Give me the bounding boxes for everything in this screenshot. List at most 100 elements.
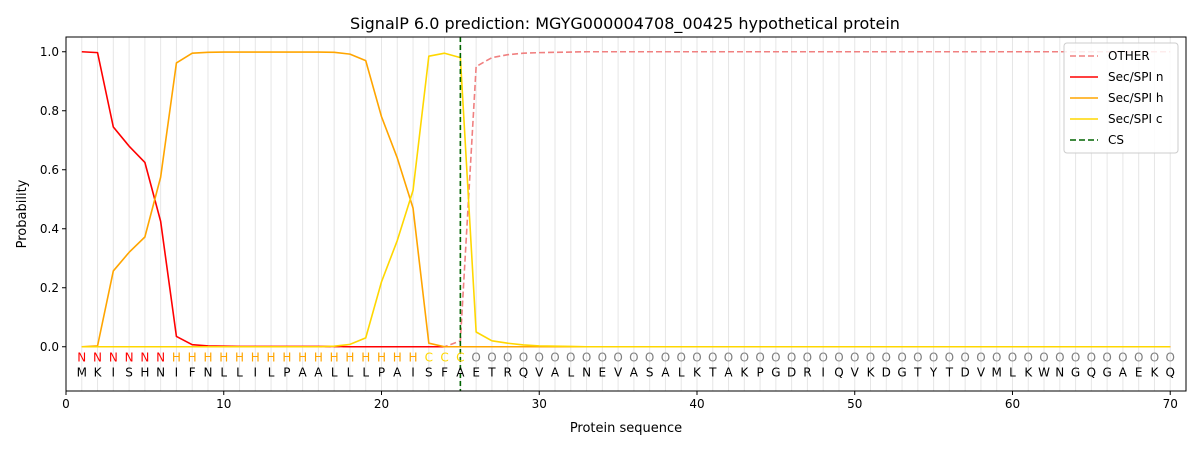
- region-label: O: [913, 351, 922, 365]
- region-label: O: [1165, 351, 1174, 365]
- amino-acid-label: K: [740, 365, 749, 379]
- legend-label: Sec/SPI c: [1108, 112, 1162, 126]
- region-label: O: [866, 351, 875, 365]
- residue-labels: NMNKNINSNHNNHIHFHNHLHLHIHLHPHAHAHLHLHLHP…: [77, 351, 1175, 380]
- region-label: O: [787, 351, 796, 365]
- amino-acid-label: A: [630, 365, 639, 379]
- region-label: O: [1134, 351, 1143, 365]
- y-axis: 0.0 0.2 0.4 0.6 0.8 1.0: [40, 45, 66, 354]
- plot-grid: [81, 37, 1171, 391]
- amino-acid-label: N: [582, 365, 591, 379]
- region-label: O: [629, 351, 638, 365]
- chart-title: SignalP 6.0 prediction: MGYG000004708_00…: [350, 14, 900, 34]
- x-tick-label: 40: [689, 397, 704, 411]
- amino-acid-label: S: [125, 365, 133, 379]
- amino-acid-label: D: [961, 365, 970, 379]
- region-label: O: [724, 351, 733, 365]
- amino-acid-label: E: [472, 365, 480, 379]
- region-label: N: [125, 351, 134, 365]
- region-label: O: [692, 351, 701, 365]
- region-label: H: [172, 351, 181, 365]
- region-label: O: [676, 351, 685, 365]
- legend: OTHER Sec/SPI n Sec/SPI h Sec/SPI c CS: [1063, 42, 1179, 154]
- amino-acid-label: A: [393, 365, 402, 379]
- region-label: O: [945, 351, 954, 365]
- region-label: O: [1118, 351, 1127, 365]
- amino-acid-label: L: [220, 365, 227, 379]
- amino-acid-label: T: [487, 365, 496, 379]
- region-label: O: [1039, 351, 1048, 365]
- legend-label: OTHER: [1108, 49, 1150, 63]
- x-tick-label: 0: [62, 397, 70, 411]
- amino-acid-label: A: [724, 365, 733, 379]
- amino-acid-label: Q: [834, 365, 843, 379]
- amino-acid-label: A: [1119, 365, 1128, 379]
- region-label: H: [361, 351, 370, 365]
- series-line: [81, 52, 1171, 348]
- region-label: O: [519, 351, 528, 365]
- amino-acid-label: P: [756, 365, 763, 379]
- amino-acid-label: K: [1151, 365, 1160, 379]
- amino-acid-label: T: [945, 365, 954, 379]
- region-label: O: [850, 351, 859, 365]
- amino-acid-label: M: [77, 365, 87, 379]
- region-label: H: [282, 351, 291, 365]
- amino-acid-label: Q: [519, 365, 528, 379]
- region-label: O: [771, 351, 780, 365]
- region-label: H: [345, 351, 354, 365]
- legend-label: CS: [1108, 133, 1124, 147]
- amino-acid-label: K: [1024, 365, 1033, 379]
- x-tick-label: 60: [1005, 397, 1020, 411]
- region-label: O: [708, 351, 717, 365]
- region-label: H: [330, 351, 339, 365]
- amino-acid-label: F: [189, 365, 196, 379]
- region-label: C: [456, 351, 464, 365]
- region-label: O: [1008, 351, 1017, 365]
- amino-acid-label: L: [362, 365, 369, 379]
- region-label: O: [976, 351, 985, 365]
- y-tick-label: 0.8: [40, 104, 59, 118]
- amino-acid-label: F: [441, 365, 448, 379]
- x-tick-label: 70: [1163, 397, 1178, 411]
- amino-acid-label: S: [425, 365, 433, 379]
- region-label: N: [156, 351, 165, 365]
- amino-acid-label: R: [504, 365, 512, 379]
- amino-acid-label: E: [1135, 365, 1143, 379]
- region-label: H: [267, 351, 276, 365]
- region-label: O: [882, 351, 891, 365]
- amino-acid-label: M: [992, 365, 1002, 379]
- region-label: O: [897, 351, 906, 365]
- amino-acid-label: G: [1071, 365, 1080, 379]
- region-label: O: [1055, 351, 1064, 365]
- amino-acid-label: L: [331, 365, 338, 379]
- region-label: N: [109, 351, 118, 365]
- amino-acid-label: L: [347, 365, 354, 379]
- region-label: O: [803, 351, 812, 365]
- amino-acid-label: R: [803, 365, 811, 379]
- region-label: O: [1071, 351, 1080, 365]
- region-label: H: [314, 351, 323, 365]
- region-label: O: [992, 351, 1001, 365]
- x-tick-label: 50: [847, 397, 862, 411]
- amino-acid-label: L: [268, 365, 275, 379]
- y-tick-label: 1.0: [40, 45, 59, 59]
- region-label: O: [535, 351, 544, 365]
- amino-acid-label: V: [535, 365, 544, 379]
- amino-acid-label: D: [882, 365, 891, 379]
- region-label: H: [377, 351, 386, 365]
- amino-acid-label: L: [678, 365, 685, 379]
- legend-label: Sec/SPI h: [1108, 91, 1163, 105]
- region-label: N: [140, 351, 149, 365]
- x-tick-label: 20: [374, 397, 389, 411]
- region-label: O: [1087, 351, 1096, 365]
- amino-acid-label: A: [456, 365, 465, 379]
- amino-acid-label: V: [614, 365, 623, 379]
- region-label: H: [188, 351, 197, 365]
- amino-acid-label: G: [1102, 365, 1111, 379]
- amino-acid-label: E: [599, 365, 607, 379]
- amino-acid-label: T: [708, 365, 717, 379]
- amino-acid-label: I: [821, 365, 825, 379]
- y-tick-label: 0.2: [40, 281, 59, 295]
- amino-acid-label: I: [112, 365, 116, 379]
